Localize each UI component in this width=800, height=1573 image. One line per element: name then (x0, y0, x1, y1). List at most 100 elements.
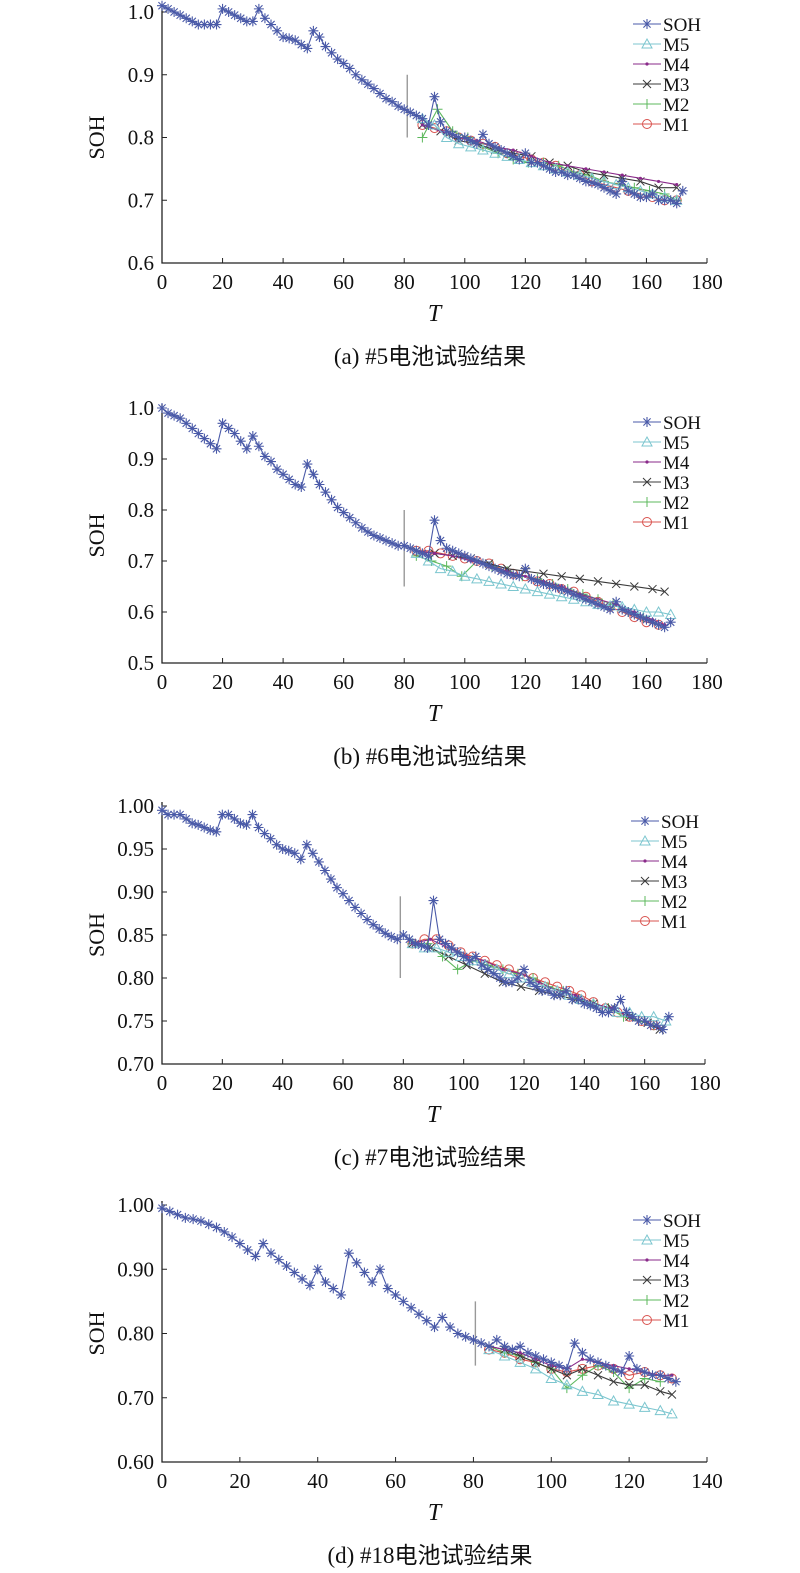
y-tick-label: 0.6 (128, 600, 154, 624)
data-point-m4 (675, 182, 679, 187)
x-axis-label: T (428, 1500, 443, 1526)
data-point-soh (203, 1219, 214, 1230)
data-point-soh (413, 1309, 424, 1320)
data-point-soh (488, 968, 499, 979)
data-point-soh (187, 16, 198, 27)
data-point-soh (538, 578, 549, 589)
data-point-soh (611, 596, 622, 607)
data-point-soh (502, 568, 513, 579)
data-point-soh (468, 1334, 479, 1345)
data-point-soh (163, 809, 174, 820)
data-point-m4 (638, 176, 642, 180)
data-point-soh (375, 1264, 385, 1275)
data-point-soh (623, 607, 634, 617)
data-point-m5 (545, 1372, 558, 1383)
data-point-soh (591, 1003, 602, 1014)
series-soh (157, 805, 674, 1035)
data-point-soh (338, 888, 348, 899)
data-point-m5 (607, 1394, 620, 1406)
data-point-soh (561, 1363, 572, 1374)
data-point-soh (597, 1007, 608, 1018)
data-point-soh (199, 433, 210, 444)
data-point-soh (350, 902, 361, 913)
data-point-soh (452, 1328, 463, 1339)
data-point-soh (338, 507, 349, 518)
data-point-m5 (507, 580, 520, 591)
data-point-m5 (610, 178, 623, 190)
data-point-soh (314, 32, 325, 43)
data-point-soh (169, 7, 180, 17)
legend-marker-m2 (642, 1295, 652, 1305)
data-point-soh (447, 545, 458, 556)
data-point-soh (677, 185, 688, 196)
x-tick-label: 120 (510, 270, 542, 294)
data-point-soh (381, 93, 392, 104)
data-point-m3 (593, 1370, 603, 1380)
data-point-soh (235, 13, 246, 24)
data-point-soh (307, 848, 318, 859)
data-point-soh (205, 19, 216, 30)
series-soh (157, 0, 688, 209)
data-point-soh (593, 1357, 603, 1368)
x-tick-label: 100 (449, 270, 481, 294)
data-point-m5 (446, 565, 459, 576)
data-point-soh (410, 938, 421, 949)
data-point-soh (608, 1363, 619, 1374)
data-point-soh (605, 604, 616, 615)
legend-label: M2 (663, 95, 689, 116)
x-tick-label: 140 (569, 1071, 601, 1095)
data-point-soh (217, 418, 228, 429)
data-point-soh (639, 1016, 650, 1026)
data-point-soh (320, 1277, 331, 1288)
data-point-soh (585, 1000, 596, 1011)
y-tick-label: 0.6 (128, 251, 154, 275)
data-point-soh (296, 482, 307, 493)
data-point-soh (331, 882, 342, 893)
legend-label: M4 (661, 852, 688, 873)
data-point-m3 (557, 571, 567, 581)
data-point-soh (308, 25, 319, 36)
data-point-soh (405, 107, 416, 118)
x-tick-label: 0 (157, 270, 168, 294)
series-line-m2 (421, 108, 677, 201)
legend-label: SOH (663, 413, 701, 434)
data-point-soh (611, 188, 622, 199)
data-point-soh (265, 833, 276, 844)
data-point-m5 (477, 144, 489, 155)
data-point-soh (508, 570, 519, 581)
data-point-soh (382, 1283, 393, 1294)
x-tick-label: 140 (570, 670, 602, 694)
x-tick-label: 20 (229, 1469, 250, 1493)
data-point-soh (477, 129, 488, 140)
legend-marker-m5 (641, 37, 653, 49)
data-point-soh (465, 135, 476, 146)
data-point-soh (390, 1289, 401, 1300)
data-point-soh (520, 148, 531, 159)
data-point-soh (399, 104, 410, 115)
data-point-m3 (578, 1364, 587, 1374)
data-point-m5 (592, 1388, 604, 1400)
data-point-m5 (422, 554, 435, 566)
data-point-soh (313, 856, 324, 867)
data-point-soh (670, 1376, 681, 1387)
data-point-soh (326, 494, 337, 505)
data-point-soh (284, 474, 295, 485)
data-point-m4 (432, 551, 437, 555)
data-point-m5 (514, 1356, 526, 1367)
x-tick-label: 100 (448, 1071, 480, 1095)
data-point-m4 (518, 1351, 522, 1355)
x-tick-label: 180 (691, 270, 723, 294)
legend-label: M4 (663, 1251, 690, 1272)
data-point-soh (490, 141, 501, 152)
data-point-soh (617, 176, 628, 187)
data-point-soh (496, 145, 507, 156)
data-point-soh (387, 538, 398, 549)
data-point-m5 (498, 1349, 511, 1361)
data-point-m5 (430, 941, 443, 953)
data-point-soh (482, 964, 493, 975)
series-line-soh (161, 5, 684, 205)
data-point-soh (344, 895, 355, 906)
data-point-soh (187, 423, 198, 434)
legend-marker-m3 (642, 1275, 652, 1285)
